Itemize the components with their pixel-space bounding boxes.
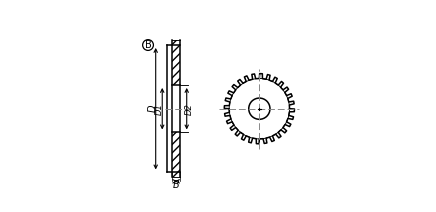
Bar	[172, 40, 180, 85]
Text: B: B	[145, 40, 151, 50]
Text: B: B	[173, 180, 180, 190]
Text: D: D	[148, 105, 158, 112]
Text: D1: D1	[155, 103, 164, 115]
Text: D2: D2	[185, 103, 194, 115]
Bar	[172, 132, 180, 177]
